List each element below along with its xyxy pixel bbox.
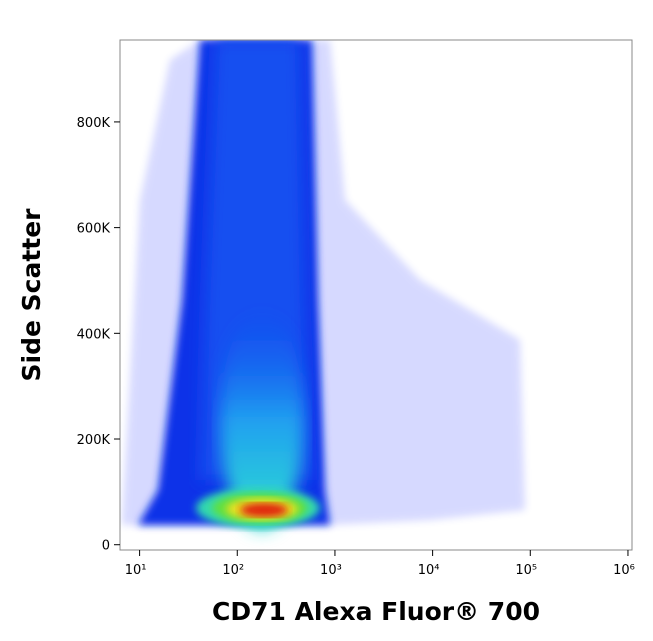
y-tick-label: 400K xyxy=(77,327,111,342)
y-axis-title: Side Scatter xyxy=(17,208,46,382)
x-axis-title: CD71 Alexa Fluor® 700 xyxy=(212,597,540,626)
x-tick-label: 10⁵ xyxy=(515,563,537,578)
y-tick-label: 800K xyxy=(77,116,111,131)
density-plot xyxy=(122,40,525,530)
x-tick-label: 10⁶ xyxy=(613,563,635,578)
plot-frame xyxy=(119,39,633,551)
x-tick-label: 10⁴ xyxy=(418,563,440,578)
x-tick-label: 10¹ xyxy=(125,563,147,578)
y-tick-label: 0 xyxy=(102,539,110,554)
y-tick-label: 200K xyxy=(77,433,111,448)
x-tick-label: 10² xyxy=(222,563,244,578)
y-tick-label: 600K xyxy=(77,222,111,237)
x-tick-label: 10³ xyxy=(320,563,342,578)
